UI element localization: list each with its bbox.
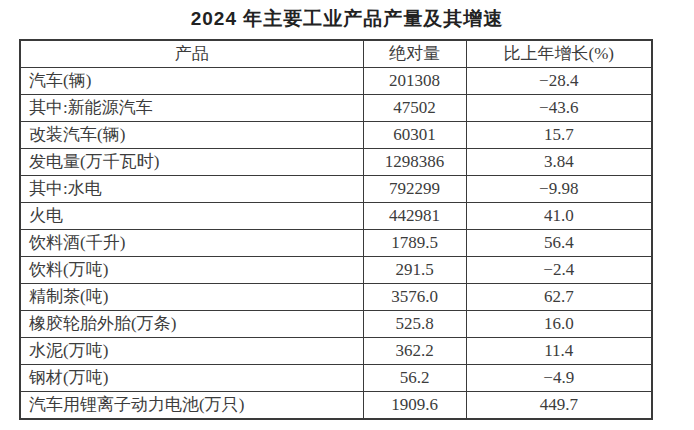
product-cell: 汽车用锂离子动力电池(万只)	[20, 392, 363, 420]
growth-cell: −9.98	[466, 176, 652, 203]
value-cell: 442981	[363, 203, 466, 230]
header-row: 产品 绝对量 比上年增长(%)	[20, 40, 652, 68]
table-row: 发电量(万千瓦时) 1298386 3.84	[20, 149, 652, 176]
product-cell: 汽车(辆)	[20, 68, 363, 95]
growth-cell: −43.6	[466, 95, 652, 122]
product-cell: 水泥(万吨)	[20, 338, 363, 365]
product-cell: 改装汽车(辆)	[20, 122, 363, 149]
product-cell: 饮料酒(千升)	[20, 230, 363, 257]
growth-cell: 11.4	[466, 338, 652, 365]
growth-cell: 16.0	[466, 311, 652, 338]
growth-cell: 62.7	[466, 284, 652, 311]
product-cell: 饮料(万吨)	[20, 257, 363, 284]
value-cell: 201308	[363, 68, 466, 95]
header-product: 产品	[20, 40, 363, 68]
table-row: 改装汽车(辆) 60301 15.7	[20, 122, 652, 149]
value-cell: 1298386	[363, 149, 466, 176]
value-cell: 3576.0	[363, 284, 466, 311]
table-row: 汽车用锂离子动力电池(万只) 1909.6 449.7	[20, 392, 652, 420]
table-row: 其中:水电 792299 −9.98	[20, 176, 652, 203]
value-cell: 291.5	[363, 257, 466, 284]
product-cell: 其中:水电	[20, 176, 363, 203]
value-cell: 362.2	[363, 338, 466, 365]
growth-cell: 15.7	[466, 122, 652, 149]
table-row: 火电 442981 41.0	[20, 203, 652, 230]
table-row: 钢材(万吨) 56.2 −4.9	[20, 365, 652, 392]
industrial-output-table: 产品 绝对量 比上年增长(%) 汽车(辆) 201308 −28.4 其中:新能…	[19, 39, 653, 420]
value-cell: 47502	[363, 95, 466, 122]
growth-cell: −4.9	[466, 365, 652, 392]
table-row: 汽车(辆) 201308 −28.4	[20, 68, 652, 95]
table-row: 橡胶轮胎外胎(万条) 525.8 16.0	[20, 311, 652, 338]
value-cell: 56.2	[363, 365, 466, 392]
product-cell: 发电量(万千瓦时)	[20, 149, 363, 176]
value-cell: 1789.5	[363, 230, 466, 257]
page-title: 2024 年主要工业产品产量及其增速	[0, 6, 694, 32]
product-cell: 橡胶轮胎外胎(万条)	[20, 311, 363, 338]
value-cell: 525.8	[363, 311, 466, 338]
growth-cell: 3.84	[466, 149, 652, 176]
product-cell: 其中:新能源汽车	[20, 95, 363, 122]
product-cell: 火电	[20, 203, 363, 230]
product-cell: 精制茶(吨)	[20, 284, 363, 311]
value-cell: 1909.6	[363, 392, 466, 420]
growth-cell: 41.0	[466, 203, 652, 230]
value-cell: 60301	[363, 122, 466, 149]
header-value: 绝对量	[363, 40, 466, 68]
header-growth: 比上年增长(%)	[466, 40, 652, 68]
table-row: 饮料(万吨) 291.5 −2.4	[20, 257, 652, 284]
table-row: 饮料酒(千升) 1789.5 56.4	[20, 230, 652, 257]
growth-cell: 56.4	[466, 230, 652, 257]
table-row: 其中:新能源汽车 47502 −43.6	[20, 95, 652, 122]
growth-cell: 449.7	[466, 392, 652, 420]
value-cell: 792299	[363, 176, 466, 203]
growth-cell: −28.4	[466, 68, 652, 95]
product-cell: 钢材(万吨)	[20, 365, 363, 392]
table-row: 精制茶(吨) 3576.0 62.7	[20, 284, 652, 311]
table-row: 水泥(万吨) 362.2 11.4	[20, 338, 652, 365]
growth-cell: −2.4	[466, 257, 652, 284]
